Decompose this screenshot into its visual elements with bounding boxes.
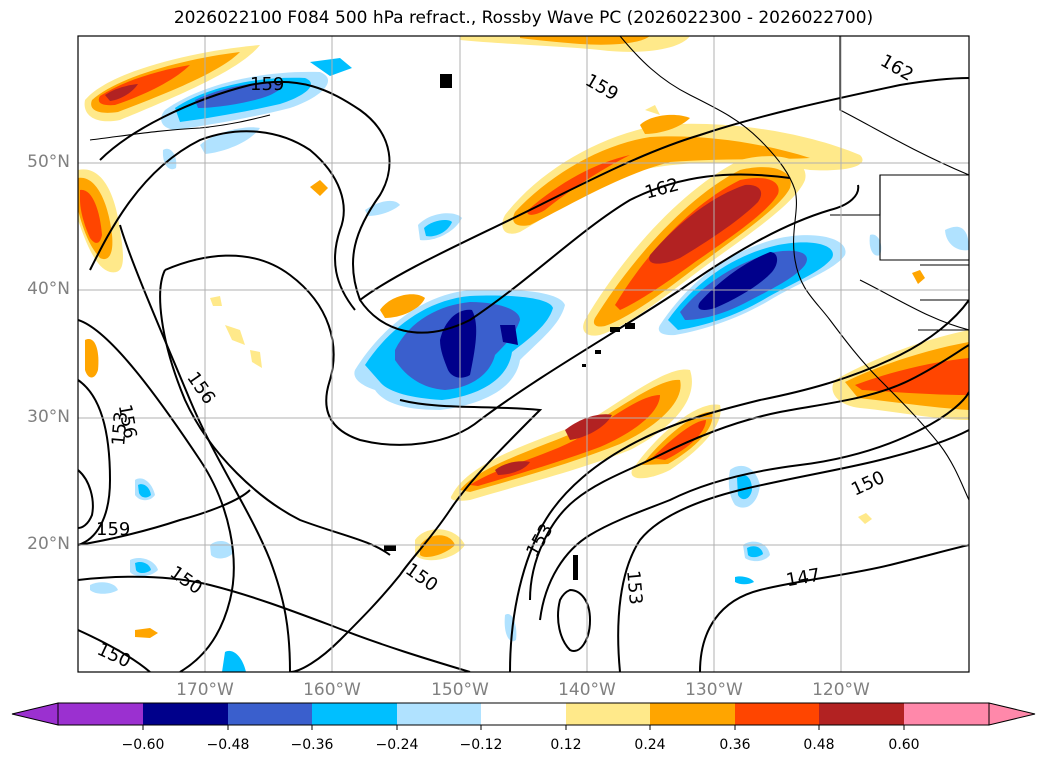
colorbar-bin: [312, 703, 397, 725]
colorbar-tick-label: −0.36: [290, 737, 334, 753]
colorbar-bin: [481, 703, 566, 725]
lon-label: 150°W: [431, 680, 489, 700]
contour-label: 162: [877, 50, 917, 85]
graticule: [78, 36, 969, 672]
contour-label: 153: [622, 570, 646, 606]
colorbar-tick-label: 0.48: [803, 737, 835, 753]
lat-label: 30°N: [27, 407, 70, 427]
lon-label: 140°W: [558, 680, 616, 700]
colorbar-bin: [650, 703, 735, 725]
lon-label: 120°W: [812, 680, 870, 700]
colorbar-tick-label: 0.12: [550, 737, 582, 753]
colorbar-tick-label: 0.60: [888, 737, 920, 753]
lat-label: 20°N: [27, 534, 70, 554]
colorbar-tick-label: 0.36: [719, 737, 751, 753]
lon-label: 170°W: [176, 680, 234, 700]
colorbar-bin: [58, 703, 143, 725]
contour-label: 162: [643, 174, 682, 203]
islands: [384, 74, 635, 580]
colorbar-bin: [819, 703, 904, 725]
lon-label: 160°W: [303, 680, 361, 700]
colorbar-bin: [904, 703, 989, 725]
colorbar-tick-label: −0.24: [375, 737, 419, 753]
lon-label: 130°W: [685, 680, 743, 700]
shaded-field: [78, 36, 969, 672]
colorbar-bin: [735, 703, 819, 725]
colorbar-tick-label: −0.48: [206, 737, 250, 753]
colorbar-extend-max: [988, 702, 1036, 726]
colorbar-bin: [566, 703, 650, 725]
contour-label: 150: [166, 562, 206, 599]
colorbar-tick-label: −0.60: [121, 737, 165, 753]
colorbar: [11, 702, 1036, 730]
map-title: 2026022100 F084 500 hPa refract., Rossby…: [173, 8, 874, 28]
colorbar-bin: [228, 703, 312, 725]
lat-label: 40°N: [27, 279, 70, 299]
contour-label: 153: [108, 411, 132, 447]
contour-label: 147: [784, 565, 821, 592]
map-frame: [77, 35, 970, 673]
contour-label: 159: [96, 519, 130, 540]
contour-label: 150: [848, 467, 888, 501]
lat-label: 50°N: [27, 152, 70, 172]
contour-label: 159: [582, 70, 622, 105]
contour-label: 159: [250, 74, 284, 95]
colorbar-tick-label: 0.24: [634, 737, 666, 753]
contour-label: 150: [94, 639, 134, 673]
colorbar-bin: [143, 703, 228, 725]
colorbar-tick-label: −0.12: [459, 737, 503, 753]
colorbar-bin: [397, 703, 481, 725]
anomaly-small-blobs: [380, 294, 425, 318]
colorbar-extend-min: [11, 702, 59, 726]
contour-label: 156: [182, 368, 219, 408]
